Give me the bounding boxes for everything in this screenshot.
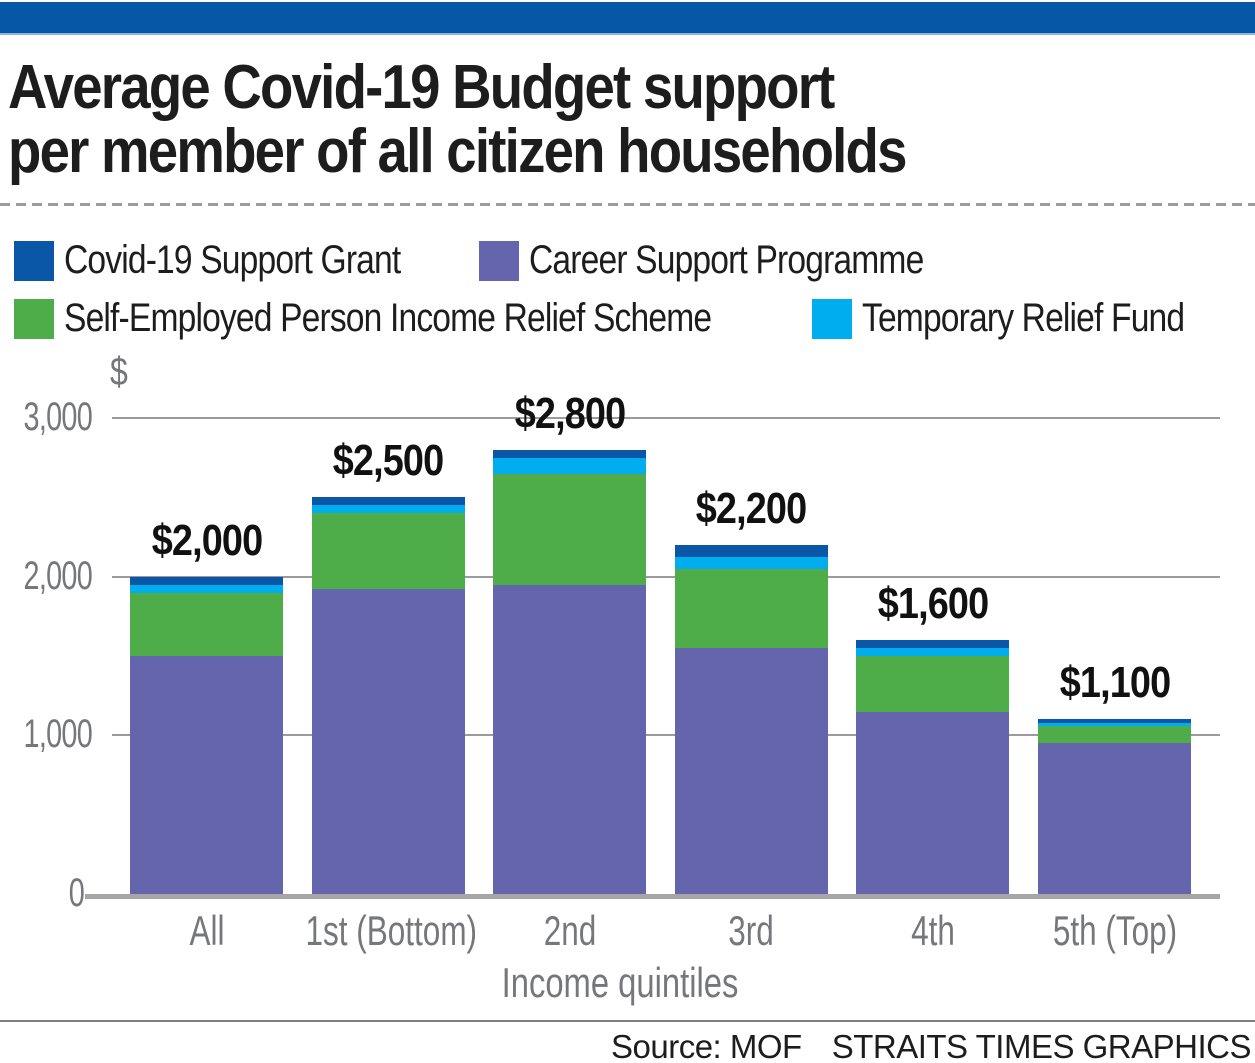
bar-segment-career-support-programme	[1038, 743, 1191, 894]
x-axis-line	[85, 894, 1220, 899]
bar-all	[130, 576, 283, 894]
y-axis-tick-label: 2,000	[23, 553, 93, 598]
x-axis-label: 2nd	[543, 907, 596, 954]
legend-swatch-temporary-relief-fund	[812, 298, 852, 339]
legend-label: Temporary Relief Fund	[862, 296, 1185, 340]
y-axis-tick-label: 0	[68, 871, 85, 915]
bar-total-label: $1,600	[877, 579, 989, 629]
legend-label: Covid-19 Support Grant	[64, 238, 401, 282]
bar-total-label: $1,100	[1059, 658, 1170, 708]
bar-segment-covid-19-support-grant	[1038, 719, 1191, 723]
bar-segment-self-employed-person-income-relief-scheme	[856, 656, 1010, 712]
bar-4th	[856, 640, 1010, 894]
gridline-3000	[112, 417, 1220, 419]
y-axis-tick-label: 1,000	[23, 712, 93, 757]
bar-total-label: $2,000	[151, 515, 262, 565]
bar-segment-career-support-programme	[311, 588, 465, 894]
chart-title-line1: Average Covid-19 Budget support	[8, 53, 835, 122]
bar-segment-career-support-programme	[130, 656, 283, 894]
chart-title-line2: per member of all citizen households	[8, 117, 907, 187]
dashed-separator	[0, 203, 1255, 206]
bar-segment-covid-19-support-grant	[130, 576, 283, 585]
bar-segment-temporary-relief-fund	[130, 584, 283, 593]
bar-segment-self-employed-person-income-relief-scheme	[1038, 725, 1191, 744]
x-axis-label: All	[188, 907, 225, 954]
bar-segment-career-support-programme	[856, 711, 1010, 894]
bar-segment-covid-19-support-grant	[493, 449, 647, 458]
bar-total-label: $2,500	[332, 436, 444, 486]
bar-3rd	[674, 544, 828, 894]
bar-segment-career-support-programme	[493, 584, 647, 894]
bar-segment-temporary-relief-fund	[1038, 722, 1191, 726]
bar-total-label: $2,800	[514, 388, 625, 438]
bar-5th-top	[1038, 719, 1191, 894]
bar-1st-bottom	[311, 497, 465, 894]
bar-2nd	[493, 449, 647, 894]
legend-item-career-support-programme: Career Support Programme	[479, 238, 999, 283]
bar-segment-temporary-relief-fund	[311, 505, 465, 514]
bar-segment-career-support-programme	[674, 648, 828, 894]
legend-label: Career Support Programme	[529, 238, 924, 282]
y-axis-tick-label: 3,000	[23, 395, 93, 439]
footer-divider	[0, 1020, 1255, 1022]
source-text: Source: MOF	[610, 1028, 802, 1063]
header-accent-bar	[0, 2, 1255, 35]
bar-segment-self-employed-person-income-relief-scheme	[311, 513, 465, 589]
legend-swatch-covid19-support-grant	[14, 240, 54, 281]
bar-segment-covid-19-support-grant	[674, 544, 828, 557]
x-axis-label: 3rd	[728, 907, 775, 954]
legend-swatch-career-support-programme	[479, 240, 519, 281]
legend-item-temporary-relief-fund: Temporary Relief Fund	[812, 296, 1246, 341]
chart-title: Average Covid-19 Budget support per memb…	[8, 53, 907, 187]
x-axis-label: 4th	[910, 907, 955, 954]
bar-segment-temporary-relief-fund	[493, 457, 647, 474]
bar-segment-self-employed-person-income-relief-scheme	[674, 568, 828, 649]
bar-total-label: $2,200	[696, 483, 807, 533]
credit-text: STRAITS TIMES GRAPHICS	[831, 1028, 1252, 1063]
bar-segment-self-employed-person-income-relief-scheme	[493, 473, 647, 585]
y-axis-unit-label: $	[110, 350, 128, 394]
x-axis-title: Income quintiles	[501, 959, 739, 1006]
legend-swatch-seirs	[14, 298, 54, 339]
gridline-2000	[112, 575, 1220, 578]
bar-segment-covid-19-support-grant	[311, 497, 465, 506]
x-axis-label: 5th (Top)	[1052, 907, 1177, 954]
bar-segment-temporary-relief-fund	[674, 556, 828, 569]
bar-segment-self-employed-person-income-relief-scheme	[130, 592, 283, 656]
legend-item-seirs: Self-Employed Person Income Relief Schem…	[14, 296, 834, 341]
bar-segment-covid-19-support-grant	[856, 640, 1010, 649]
bar-segment-temporary-relief-fund	[856, 648, 1010, 657]
footer: Source: MOF STRAITS TIMES GRAPHICS	[610, 1028, 1252, 1063]
x-axis-label: 1st (Bottom)	[305, 907, 478, 954]
legend-item-covid19-support-grant: Covid-19 Support Grant	[14, 238, 464, 283]
gridline-1000	[112, 734, 1220, 737]
legend-label: Self-Employed Person Income Relief Schem…	[64, 296, 712, 340]
